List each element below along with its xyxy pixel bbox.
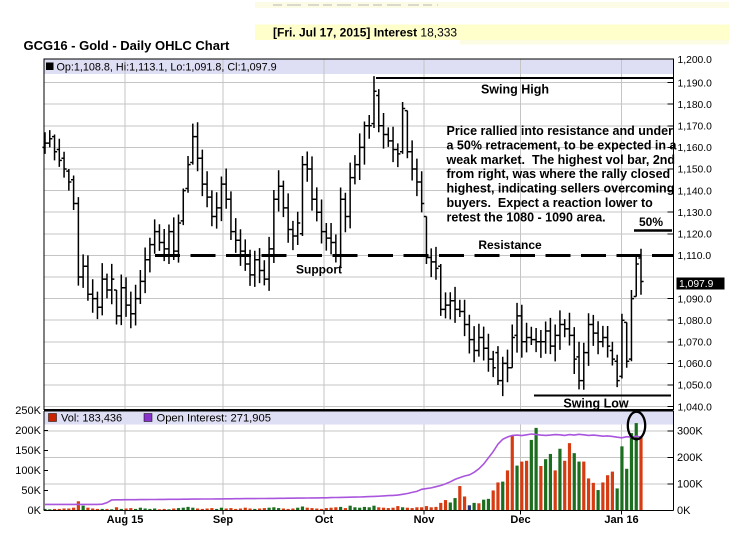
svg-text:buyers. Expect a reaction low: buyers. Expect a reaction lower to bbox=[447, 196, 654, 210]
svg-text:1,150.0: 1,150.0 bbox=[678, 165, 713, 176]
svg-text:1,080.0: 1,080.0 bbox=[678, 316, 713, 327]
svg-text:100K: 100K bbox=[677, 479, 703, 491]
svg-text:200K: 200K bbox=[677, 452, 703, 464]
svg-text:Aug 15: Aug 15 bbox=[107, 514, 144, 526]
svg-text:Oct: Oct bbox=[315, 514, 334, 526]
svg-text:retest the 1080 - 1090 area.: retest the 1080 - 1090 area. bbox=[447, 210, 606, 224]
svg-text:1,200.0: 1,200.0 bbox=[678, 55, 713, 66]
svg-text:1,070.0: 1,070.0 bbox=[678, 338, 713, 349]
svg-text:150K: 150K bbox=[15, 445, 41, 457]
svg-text:[Fri. Jul 17, 2015] Interest 1: [Fri. Jul 17, 2015] Interest 18,333 bbox=[273, 26, 457, 40]
svg-text:weak market. The highest vol: weak market. The highest vol bar, 2nd bbox=[446, 153, 676, 167]
svg-text:Sep: Sep bbox=[213, 514, 233, 526]
svg-text:Op:1,108.8, Hi:1,113.1, Lo:1,0: Op:1,108.8, Hi:1,113.1, Lo:1,091.8, Cl:1… bbox=[57, 62, 277, 74]
svg-text:1,140.0: 1,140.0 bbox=[678, 186, 713, 197]
svg-text:Nov: Nov bbox=[414, 514, 436, 526]
svg-text:1,110.0: 1,110.0 bbox=[678, 251, 712, 262]
svg-text:from right, was where the rall: from right, was where the rally closed bbox=[447, 167, 671, 181]
svg-text:250K: 250K bbox=[15, 405, 41, 417]
svg-text:a 50% retracement, to be expec: a 50% retracement, to be expected in a bbox=[447, 138, 678, 152]
svg-text:Dec: Dec bbox=[510, 514, 530, 526]
svg-text:1,097.9: 1,097.9 bbox=[679, 279, 714, 290]
svg-text:1,050.0: 1,050.0 bbox=[678, 381, 713, 392]
svg-text:Open Interest: 271,905: Open Interest: 271,905 bbox=[157, 413, 271, 425]
svg-text:Price rallied into resistance: Price rallied into resistance and under bbox=[447, 124, 674, 138]
svg-text:Jan 16: Jan 16 bbox=[604, 514, 638, 526]
svg-text:Support: Support bbox=[296, 263, 342, 277]
svg-text:Vol: 183,436: Vol: 183,436 bbox=[61, 413, 122, 425]
svg-text:highest, indicating sellers ov: highest, indicating sellers overcoming bbox=[447, 182, 675, 196]
svg-text:1,190.0: 1,190.0 bbox=[678, 78, 713, 89]
svg-text:200K: 200K bbox=[15, 425, 41, 437]
svg-text:1,090.0: 1,090.0 bbox=[678, 294, 713, 305]
svg-text:1,040.0: 1,040.0 bbox=[678, 402, 713, 413]
svg-text:1,170.0: 1,170.0 bbox=[678, 122, 713, 133]
svg-text:100K: 100K bbox=[15, 465, 41, 477]
svg-text:0K: 0K bbox=[677, 505, 691, 517]
svg-text:1,160.0: 1,160.0 bbox=[678, 143, 713, 154]
svg-text:Swing Low: Swing Low bbox=[563, 396, 629, 410]
svg-text:50K: 50K bbox=[21, 485, 41, 497]
svg-text:1,180.0: 1,180.0 bbox=[678, 100, 713, 111]
svg-text:1,120.0: 1,120.0 bbox=[678, 230, 713, 241]
svg-text:Swing High: Swing High bbox=[481, 83, 549, 97]
svg-text:0K: 0K bbox=[28, 505, 42, 517]
svg-text:1,060.0: 1,060.0 bbox=[678, 359, 713, 370]
svg-text:Resistance: Resistance bbox=[478, 238, 542, 252]
svg-text:GCG16 - Gold - Daily OHLC Char: GCG16 - Gold - Daily OHLC Chart bbox=[24, 38, 231, 53]
svg-text:50%: 50% bbox=[639, 215, 663, 229]
svg-text:300K: 300K bbox=[677, 426, 703, 438]
svg-text:1,130.0: 1,130.0 bbox=[678, 208, 713, 219]
